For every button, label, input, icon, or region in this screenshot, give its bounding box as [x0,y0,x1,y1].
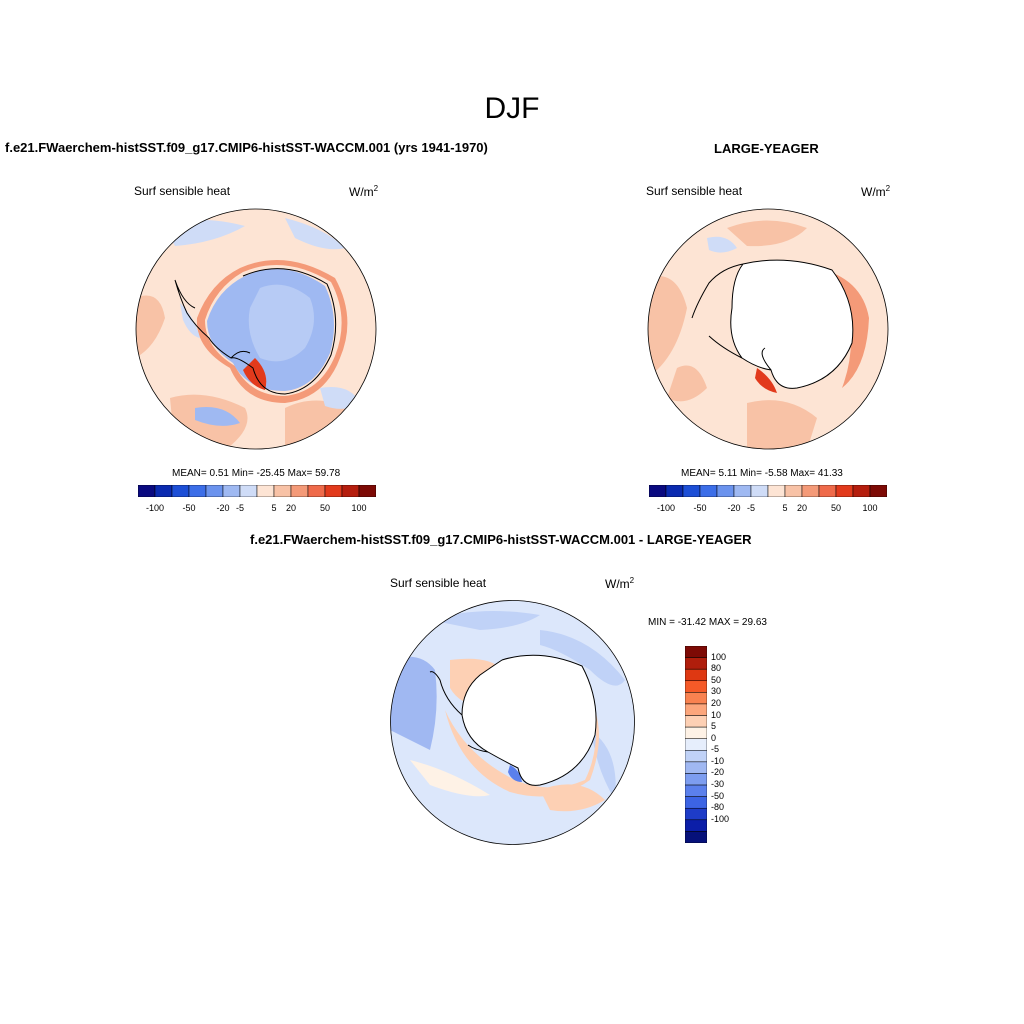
colorbar-swatch [685,773,707,786]
colorbar-swatch [222,485,241,497]
colorbar-tick-label: -80 [711,802,725,813]
colorbar-swatch [685,819,707,832]
colorbar-swatch [256,485,275,497]
colorbar-tick-label: -100 [656,503,675,513]
left-colorbar [138,485,376,497]
colorbar-swatch [290,485,309,497]
colorbar-swatch [239,485,258,497]
colorbar-swatch [273,485,292,497]
colorbar-swatch [685,715,707,728]
colorbar-tick-label: -20 [711,767,725,778]
colorbar-swatch [685,750,707,763]
right-panel-units: W/m2 [861,184,891,199]
colorbar-swatch [154,485,173,497]
colorbar-swatch [869,485,887,497]
colorbar-swatch [685,680,707,693]
colorbar-tick-label: 20 [796,503,807,513]
colorbar-tick-label: -10 [711,755,725,766]
colorbar-swatch [685,796,707,809]
colorbar-swatch [171,485,190,497]
colorbar-tick-label: -5 [235,503,244,513]
colorbar-swatch [784,485,803,497]
right-polar-map [647,208,889,450]
colorbar-swatch [685,703,707,716]
colorbar-swatch [358,485,376,497]
colorbar-swatch [685,784,707,797]
colorbar-swatch [818,485,837,497]
colorbar-swatch [188,485,207,497]
colorbar-swatch [852,485,871,497]
colorbar-tick-label: -20 [216,503,230,513]
colorbar-tick-label: -50 [711,790,725,801]
colorbar-swatch [685,807,707,821]
colorbar-swatch [685,726,707,739]
colorbar-swatch [649,485,667,497]
colorbar-tick-label: -5 [746,503,755,513]
diff-polar-map [390,600,635,845]
colorbar-swatch [685,646,707,658]
colorbar-tick-label: 20 [711,697,722,708]
colorbar-swatch [733,485,752,497]
left-polar-map [135,208,377,450]
colorbar-swatch [307,485,326,497]
colorbar-swatch [685,668,707,682]
right-colorbar [649,485,887,497]
right-panel-subtitle: Surf sensible heat [646,184,743,198]
colorbar-tick-label: -100 [711,813,730,824]
colorbar-tick-label: 20 [285,503,296,513]
colorbar-swatch [685,692,707,705]
colorbar-swatch [750,485,769,497]
colorbar-tick-label: 0 [711,732,717,743]
colorbar-tick-label: -5 [711,744,720,755]
colorbar-tick-label: 5 [711,721,717,732]
colorbar-tick-label: 100 [862,503,878,513]
colorbar-swatch [205,485,224,497]
colorbar-swatch [685,657,707,670]
diff-colorbar [685,646,707,843]
colorbar-tick-label: 50 [319,503,330,513]
colorbar-tick-label: -100 [145,503,164,513]
colorbar-tick-label: 50 [830,503,841,513]
colorbar-tick-label: -30 [711,779,725,790]
colorbar-tick-label: -50 [693,503,707,513]
diff-panel-title: f.e21.FWaerchem-histSST.f09_g17.CMIP6-hi… [250,532,752,547]
colorbar-swatch [324,485,343,497]
colorbar-swatch [138,485,156,497]
colorbar-swatch [685,761,707,774]
colorbar-tick-label: 80 [711,663,722,674]
diff-panel-stats: MIN = -31.42 MAX = 29.63 [648,617,767,628]
colorbar-swatch [665,485,684,497]
right-panel-stats: MEAN= 5.11 Min= -5.58 Max= 41.33 [681,468,843,479]
colorbar-tick-label: 30 [711,686,722,697]
diff-panel-units: W/m2 [605,576,635,591]
colorbar-tick-label: -20 [727,503,741,513]
colorbar-tick-label: 100 [351,503,367,513]
colorbar-tick-label: 50 [711,674,722,685]
diff-panel-subtitle: Surf sensible heat [390,576,487,590]
colorbar-swatch [835,485,854,497]
colorbar-tick-label: 5 [782,503,788,513]
colorbar-swatch [341,485,360,497]
colorbar-tick-label: 5 [271,503,277,513]
colorbar-swatch [699,485,718,497]
colorbar-swatch [682,485,701,497]
right-panel-title: LARGE-YEAGER [714,141,819,156]
left-panel-subtitle: Surf sensible heat [134,184,231,198]
colorbar-tick-label: -50 [182,503,196,513]
colorbar-tick-label: 10 [711,709,722,720]
colorbar-swatch [685,831,707,843]
colorbar-tick-label: 100 [711,651,727,662]
main-title: DJF [484,92,540,125]
left-panel-stats: MEAN= 0.51 Min= -25.45 Max= 59.78 [172,468,341,479]
left-panel-title: f.e21.FWaerchem-histSST.f09_g17.CMIP6-hi… [5,140,488,155]
colorbar-swatch [801,485,820,497]
colorbar-swatch [685,738,707,751]
left-panel-units: W/m2 [349,184,379,199]
colorbar-swatch [767,485,786,497]
colorbar-swatch [716,485,735,497]
